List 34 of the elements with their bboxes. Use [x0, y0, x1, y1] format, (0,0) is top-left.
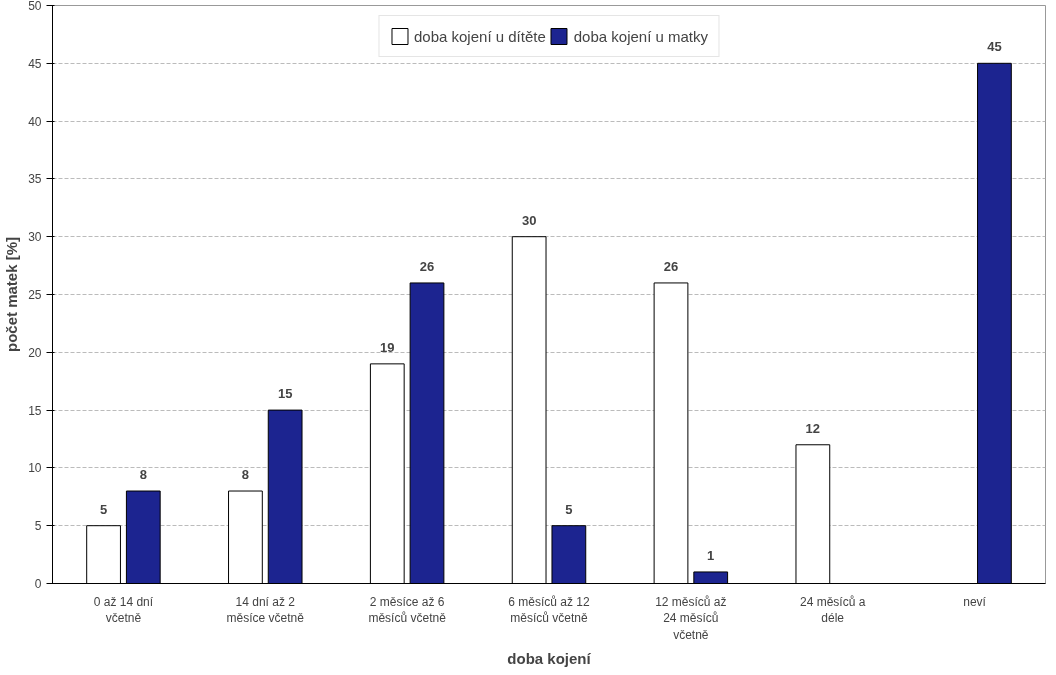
x-tick-label: 14 dní až 2 měsíce včetně [226, 594, 305, 626]
data-label: 8 [241, 467, 250, 483]
y-tick-label: 35 [28, 172, 42, 187]
data-label: 45 [987, 39, 1002, 55]
legend-label: doba kojení u matky [573, 27, 709, 45]
data-label: 15 [277, 386, 293, 402]
y-tick-label: 45 [28, 56, 42, 71]
data-label: 8 [139, 467, 147, 483]
y-tick-label: 15 [28, 403, 42, 418]
data-label: 19 [380, 339, 395, 355]
y-axis-title: počet matek [%] [3, 236, 21, 353]
y-tick-label: 5 [34, 519, 42, 534]
x-tick-label: 24 měsíců a déle [800, 594, 866, 626]
y-tick-label: 30 [28, 230, 42, 245]
x-tick-label: 6 měsíců až 12 měsíců včetně [508, 594, 591, 626]
y-tick-label: 20 [28, 345, 42, 360]
x-tick-label: 0 až 14 dní včetně [93, 594, 154, 626]
data-label: 30 [521, 212, 537, 228]
data-label: 1 [707, 547, 715, 563]
y-tick-label: 25 [28, 288, 42, 302]
x-tick-label: 12 měsíců až 24 měsíců včetně [655, 594, 727, 643]
y-tick-label: 40 [28, 114, 42, 129]
x-tick-label: neví [963, 594, 987, 609]
data-label: 26 [419, 258, 435, 274]
x-axis-title: doba kojení [507, 650, 592, 668]
legend-label: doba kojení u dítěte [413, 27, 546, 45]
data-label: 12 [805, 420, 821, 436]
y-tick-label: 10 [28, 461, 42, 476]
data-label: 5 [99, 501, 108, 517]
y-tick-label: 0 [34, 577, 42, 591]
y-tick-label: 50 [28, 0, 42, 13]
data-label: 26 [663, 258, 679, 274]
x-tick-label: 2 měsíce až 6 měsíců včetně [368, 594, 447, 626]
data-label: 5 [565, 501, 573, 517]
